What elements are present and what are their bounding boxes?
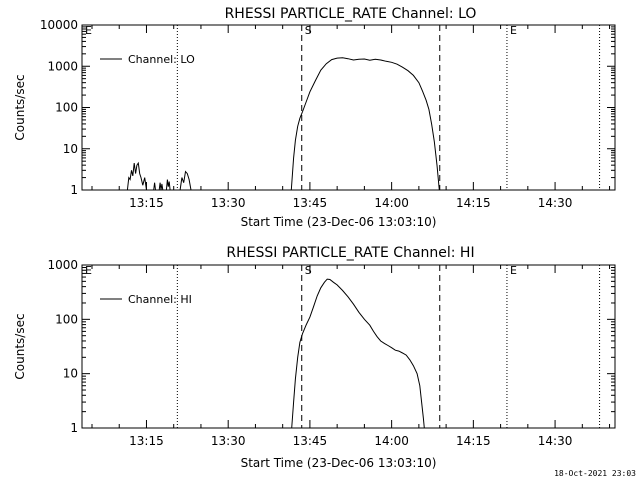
- x-tick-label: 14:30: [538, 196, 573, 210]
- series-line: [158, 182, 164, 191]
- series-line: [179, 170, 192, 191]
- series-line: [291, 278, 425, 429]
- chart-panel-1: RHESSI PARTICLE_RATE Channel: LO 1 10 100 10…: [13, 6, 616, 229]
- marker-label: E: [510, 264, 517, 277]
- legend-label: Channel: HI: [128, 293, 192, 306]
- x-tick-label: 13:45: [293, 196, 328, 210]
- y-tick-label: 10: [63, 367, 78, 381]
- series-line: [290, 57, 440, 191]
- y-tick-label: 1000: [47, 258, 78, 272]
- x-tick-label: 14:00: [374, 434, 409, 448]
- x-tick-label: 13:15: [129, 196, 164, 210]
- plot-frame: [81, 264, 616, 429]
- y-tick-label: 100: [55, 312, 78, 326]
- x-tick-label: 14:15: [456, 196, 491, 210]
- x-axis-label: Start Time (23-Dec-06 13:03:10): [241, 215, 437, 229]
- marker-label: E: [85, 24, 92, 37]
- chart-title: RHESSI PARTICLE_RATE Channel: LO: [225, 6, 477, 22]
- series-line: [165, 179, 171, 191]
- x-tick-label: 14:00: [374, 196, 409, 210]
- marker-label: E: [85, 264, 92, 277]
- x-tick-label: 13:45: [293, 434, 328, 448]
- y-axis-label: Counts/sec: [13, 74, 27, 140]
- y-tick-label: 1000: [47, 59, 78, 73]
- chart-panel-2: RHESSI PARTICLE_RATE Channel: HI 1 10 100 10…: [13, 245, 616, 470]
- marker-label: S: [305, 264, 312, 277]
- legend-label: Channel: LO: [128, 53, 195, 66]
- x-tick-label: 14:15: [456, 434, 491, 448]
- y-tick-label: 10: [63, 142, 78, 156]
- y-axis-label: Counts/sec: [13, 313, 27, 379]
- plot-frame: [81, 24, 616, 191]
- footer-timestamp: 18-Oct-2021 23:03: [554, 469, 636, 478]
- chart-title: RHESSI PARTICLE_RATE Channel: HI: [226, 245, 474, 261]
- x-tick-label: 14:30: [538, 434, 573, 448]
- x-tick-label: 13:30: [211, 196, 246, 210]
- x-tick-label: 13:30: [211, 434, 246, 448]
- series-line: [153, 182, 156, 191]
- x-tick-label: 13:15: [129, 434, 164, 448]
- y-tick-label: 100: [55, 101, 78, 115]
- y-tick-label: 1: [70, 421, 78, 435]
- marker-label: E: [510, 24, 517, 37]
- y-tick-label: 1: [70, 183, 78, 197]
- series-line: [126, 161, 147, 191]
- marker-label: S: [305, 24, 312, 37]
- y-tick-label: 10000: [40, 18, 78, 32]
- x-axis-label: Start Time (23-Dec-06 13:03:10): [241, 456, 437, 470]
